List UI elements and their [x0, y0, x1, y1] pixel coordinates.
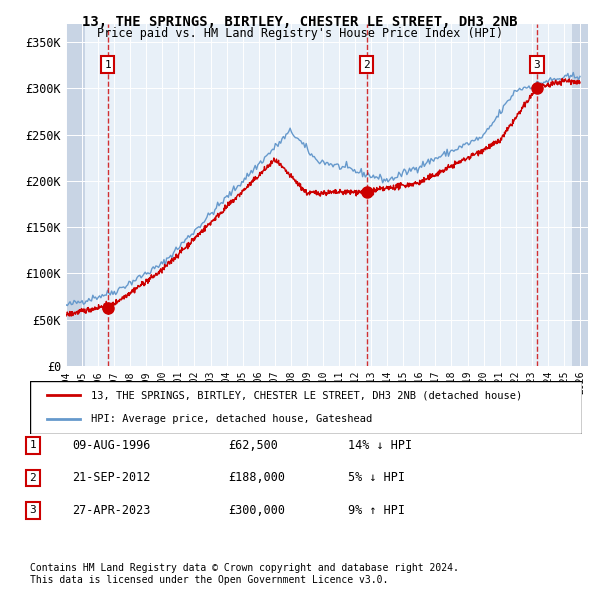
Text: 2: 2: [29, 473, 37, 483]
Text: £188,000: £188,000: [228, 471, 285, 484]
Text: 1: 1: [29, 441, 37, 450]
Text: £62,500: £62,500: [228, 439, 278, 452]
Text: 27-APR-2023: 27-APR-2023: [72, 504, 151, 517]
Text: 21-SEP-2012: 21-SEP-2012: [72, 471, 151, 484]
Text: 1: 1: [104, 60, 111, 70]
Bar: [66, 24, 85, 366]
Text: This data is licensed under the Open Government Licence v3.0.: This data is licensed under the Open Gov…: [30, 575, 388, 585]
Text: £300,000: £300,000: [228, 504, 285, 517]
Text: 13, THE SPRINGS, BIRTLEY, CHESTER LE STREET, DH3 2NB: 13, THE SPRINGS, BIRTLEY, CHESTER LE STR…: [82, 15, 518, 29]
Bar: [572, 24, 588, 366]
Text: 14% ↓ HPI: 14% ↓ HPI: [348, 439, 412, 452]
Text: 5% ↓ HPI: 5% ↓ HPI: [348, 471, 405, 484]
Text: Price paid vs. HM Land Registry's House Price Index (HPI): Price paid vs. HM Land Registry's House …: [97, 27, 503, 40]
Text: Contains HM Land Registry data © Crown copyright and database right 2024.: Contains HM Land Registry data © Crown c…: [30, 563, 459, 573]
Text: 13, THE SPRINGS, BIRTLEY, CHESTER LE STREET, DH3 2NB (detached house): 13, THE SPRINGS, BIRTLEY, CHESTER LE STR…: [91, 391, 522, 401]
Text: 09-AUG-1996: 09-AUG-1996: [72, 439, 151, 452]
Text: 3: 3: [29, 506, 37, 515]
FancyBboxPatch shape: [30, 381, 582, 434]
Text: 3: 3: [533, 60, 540, 70]
Text: 9% ↑ HPI: 9% ↑ HPI: [348, 504, 405, 517]
Text: HPI: Average price, detached house, Gateshead: HPI: Average price, detached house, Gate…: [91, 414, 372, 424]
Text: 2: 2: [363, 60, 370, 70]
